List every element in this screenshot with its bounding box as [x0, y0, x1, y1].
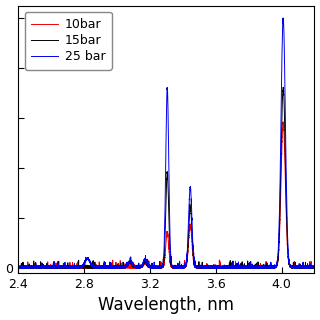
10bar	[297, 265, 301, 269]
25 bar	[75, 264, 78, 268]
10bar	[225, 266, 229, 270]
15bar	[18, 265, 22, 269]
10bar	[313, 265, 316, 269]
15bar	[34, 265, 38, 269]
15bar	[17, 265, 20, 269]
X-axis label: Wavelength, nm: Wavelength, nm	[99, 296, 235, 315]
25 bar	[29, 265, 33, 269]
25 bar	[297, 265, 301, 269]
15bar	[68, 266, 72, 270]
Line: 25 bar: 25 bar	[19, 18, 315, 268]
Legend: 10bar, 15bar, 25 bar: 10bar, 15bar, 25 bar	[25, 12, 112, 69]
10bar	[34, 264, 38, 268]
10bar	[17, 265, 20, 269]
25 bar	[295, 266, 299, 270]
10bar	[281, 120, 285, 124]
10bar	[75, 265, 78, 269]
25 bar	[313, 264, 316, 268]
25 bar	[18, 265, 22, 268]
15bar	[161, 263, 165, 267]
25 bar	[34, 265, 38, 269]
15bar	[297, 266, 301, 269]
10bar	[18, 265, 22, 269]
10bar	[161, 264, 165, 268]
Line: 10bar: 10bar	[19, 122, 315, 268]
15bar	[313, 265, 316, 269]
25 bar	[161, 262, 165, 266]
25 bar	[281, 16, 285, 20]
10bar	[29, 266, 33, 269]
Line: 15bar: 15bar	[19, 87, 315, 268]
25 bar	[17, 265, 20, 268]
15bar	[75, 265, 78, 269]
15bar	[29, 265, 33, 269]
15bar	[281, 85, 285, 89]
